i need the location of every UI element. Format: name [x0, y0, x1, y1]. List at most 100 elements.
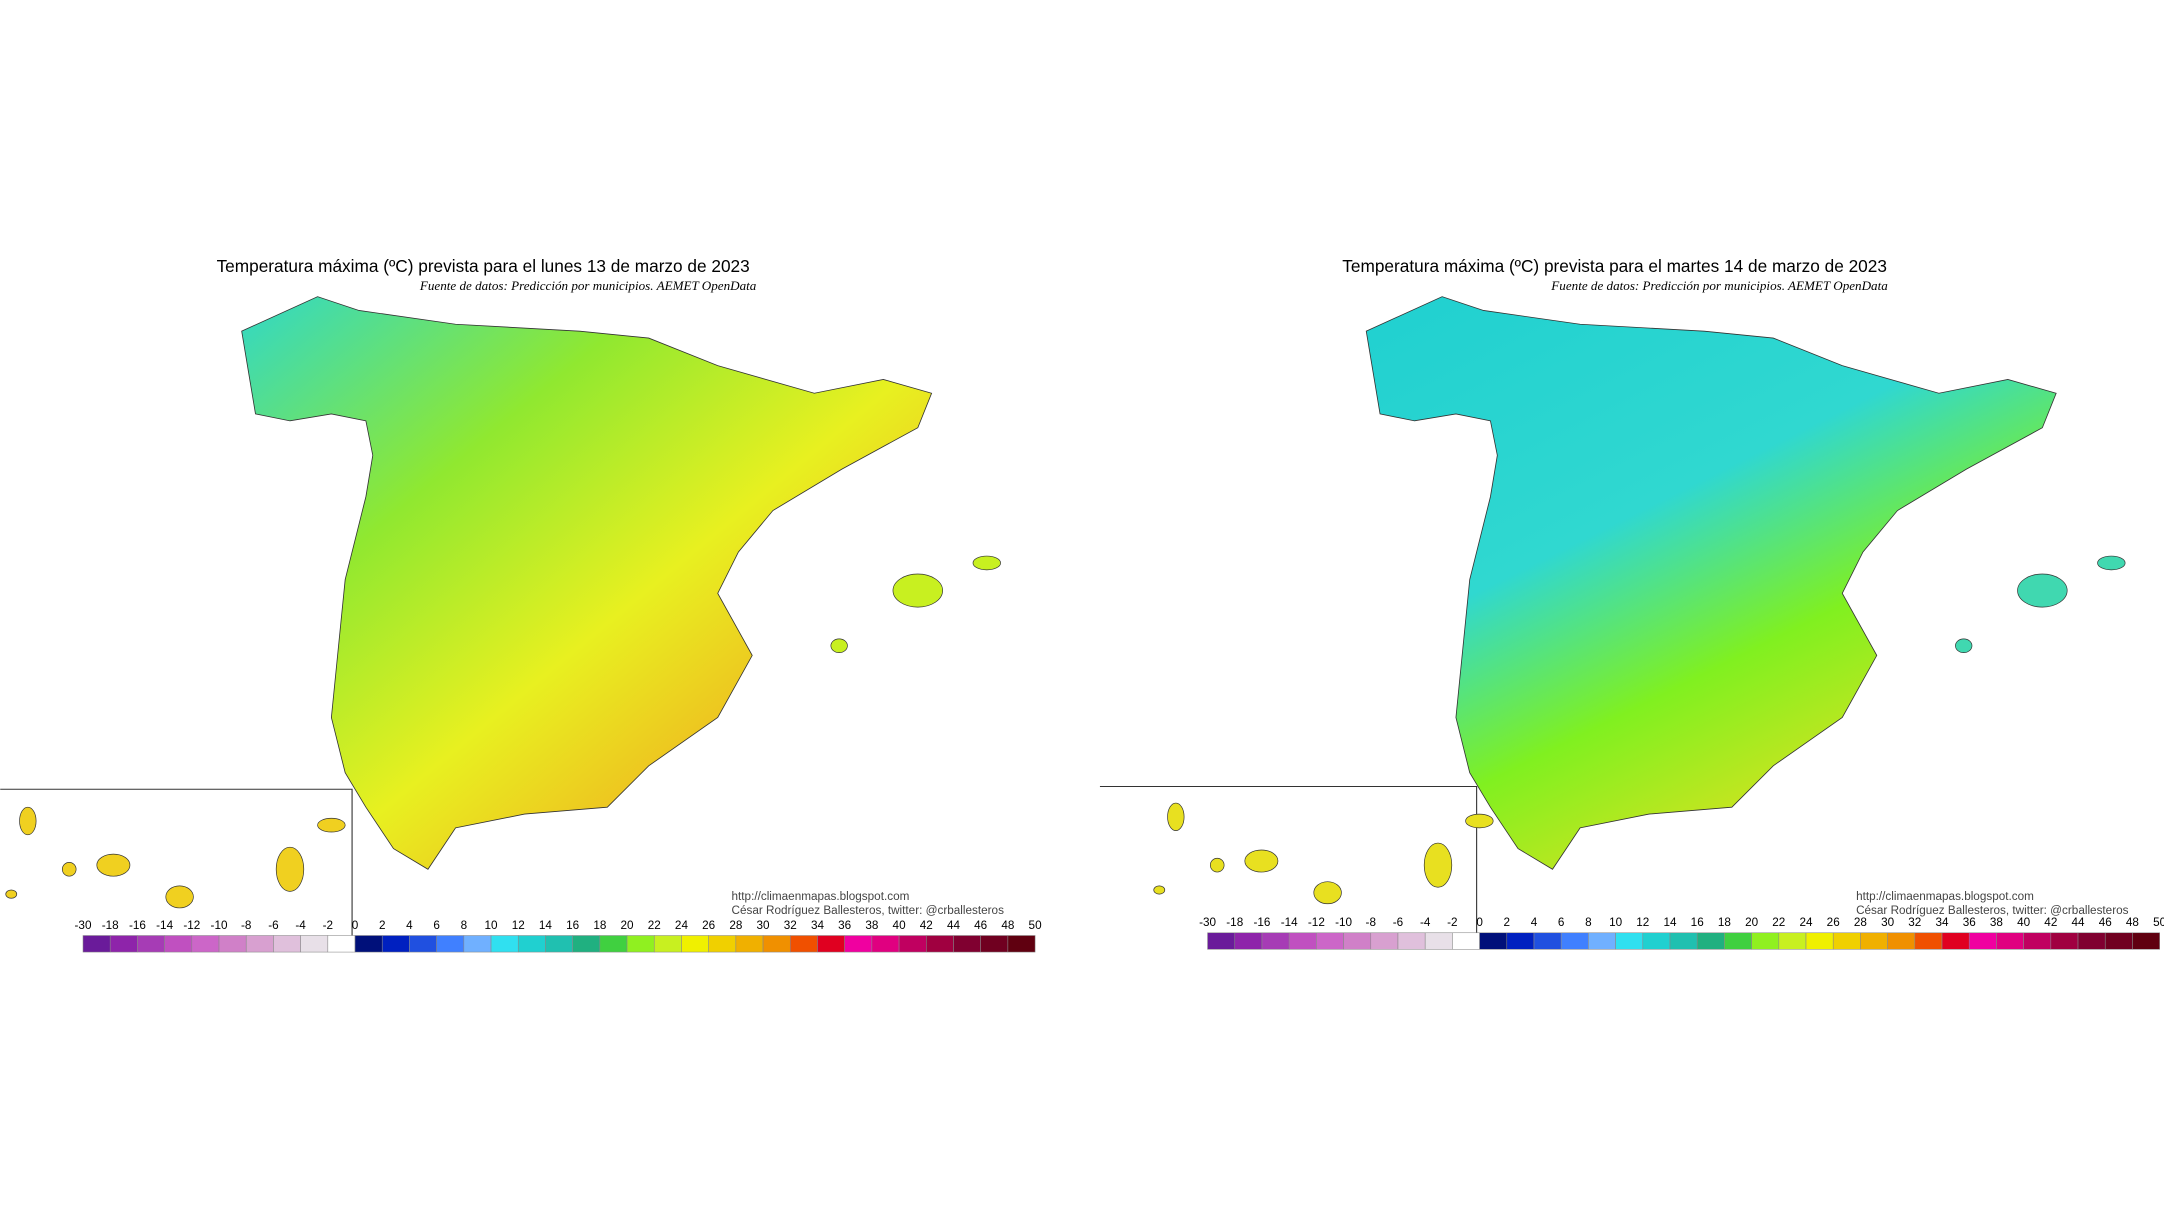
- legend-tick-label: -8: [241, 919, 252, 932]
- legend-tick-label: 24: [675, 919, 689, 932]
- legend-swatch: [245, 935, 274, 953]
- legend-tick-label: 14: [1663, 916, 1677, 929]
- legend-tick-label: 48: [1001, 919, 1015, 932]
- legend-tick-label: 40: [2017, 916, 2031, 929]
- legend-swatch: [1914, 932, 1943, 950]
- legend-swatch: [1452, 932, 1480, 950]
- canary-island: [275, 846, 305, 892]
- legend-tick-label: 12: [512, 919, 525, 932]
- balearic-island: [830, 638, 848, 653]
- legend-tick-label: 22: [648, 919, 661, 932]
- canary-island: [1153, 885, 1166, 895]
- legend-tick-label: 0: [1476, 916, 1483, 929]
- legend-tick-label: -18: [102, 919, 119, 932]
- legend-swatch: [1724, 932, 1752, 950]
- legend-tick-label: 28: [1854, 916, 1868, 929]
- balearic-island: [2097, 555, 2126, 571]
- legend-tick-label: 50: [1029, 919, 1043, 932]
- legend-tick-label: 26: [702, 919, 715, 932]
- legend-swatch: [409, 935, 437, 953]
- legend-swatch: [490, 935, 519, 953]
- map-source: Fuente de datos: Predicción por municipi…: [419, 278, 757, 293]
- legend-swatch: [1778, 932, 1807, 950]
- canary-island: [1465, 813, 1494, 829]
- canary-inset-frame: [0, 788, 353, 953]
- legend-tick-label: 6: [433, 919, 440, 932]
- legend-tick-label: 20: [1745, 916, 1759, 929]
- canary-island: [1313, 881, 1342, 905]
- legend-tick-label: 38: [865, 919, 879, 932]
- canary-inset-frame: [1099, 785, 1478, 939]
- canary-island: [1423, 842, 1453, 888]
- legend-tick-label: 40: [893, 919, 907, 932]
- legend-tick-label: 16: [1691, 916, 1704, 929]
- legend-swatch: [980, 935, 1009, 953]
- legend-tick-label: 18: [1718, 916, 1732, 929]
- legend-tick-label: 34: [811, 919, 825, 932]
- legend-swatch: [463, 935, 492, 953]
- legend-swatch: [1234, 932, 1263, 950]
- legend-tick-label: 2: [379, 919, 386, 932]
- legend-swatch: [1996, 932, 2024, 950]
- legend-swatch: [191, 935, 220, 953]
- legend-tick-label: 22: [1772, 916, 1785, 929]
- legend-swatch: [1642, 932, 1671, 950]
- legend-tick-label: 2: [1504, 916, 1511, 929]
- legend-swatch: [1506, 932, 1535, 950]
- canary-island: [96, 853, 131, 877]
- legend-swatch: [871, 935, 900, 953]
- legend-swatch: [1007, 935, 1036, 953]
- legend-swatch: [1751, 932, 1780, 950]
- legend-swatch: [817, 935, 845, 953]
- legend-swatch: [599, 935, 628, 953]
- legend-tick-label: 18: [593, 919, 607, 932]
- legend-tick-label: 48: [2126, 916, 2140, 929]
- legend-swatch: [1887, 932, 1916, 950]
- legend-swatch: [1615, 932, 1644, 950]
- legend-tick-label: -8: [1366, 916, 1377, 929]
- legend-tick-label: -6: [268, 919, 278, 932]
- legend-tick-label: 4: [406, 919, 413, 932]
- legend-tick-label: 38: [1990, 916, 2004, 929]
- legend-swatch: [708, 935, 737, 953]
- legend-tick-label: 30: [1881, 916, 1895, 929]
- legend-swatch: [1261, 932, 1290, 950]
- legend-swatch: [164, 935, 193, 953]
- legend-swatch: [681, 935, 709, 953]
- legend-swatch: [1968, 932, 1997, 950]
- legend-swatch: [2050, 932, 2079, 950]
- legend-swatch: [327, 935, 356, 953]
- canary-island: [1209, 857, 1225, 873]
- legend-tick-label: -30: [1199, 916, 1216, 929]
- legend-tick-label: 32: [784, 919, 797, 932]
- legend-tick-label: 34: [1935, 916, 1949, 929]
- legend-tick-label: 42: [2044, 916, 2057, 929]
- legend-tick-label: 8: [1585, 916, 1592, 929]
- legend-swatch: [953, 935, 981, 953]
- credit-url: http://climaenmapas.blogspot.com: [732, 890, 910, 903]
- legend-swatch: [517, 935, 546, 953]
- legend-swatch: [1316, 932, 1344, 950]
- legend-tick-label: 6: [1558, 916, 1565, 929]
- canary-island: [317, 817, 346, 833]
- legend-tick-label: 14: [539, 919, 553, 932]
- legend-tick-label: 10: [485, 919, 499, 932]
- canary-island: [1167, 802, 1185, 831]
- credit-url: http://climaenmapas.blogspot.com: [1856, 890, 2034, 903]
- legend-swatch: [1560, 932, 1589, 950]
- legend-swatch: [762, 935, 791, 953]
- legend-swatch: [82, 935, 111, 953]
- legend-swatch: [137, 935, 165, 953]
- legend-tick-label: -10: [211, 919, 228, 932]
- spain-map: [1365, 296, 2057, 870]
- legend-swatch: [1860, 932, 1888, 950]
- legend-tick-label: -12: [1308, 916, 1325, 929]
- legend-tick-label: 20: [621, 919, 635, 932]
- credit-author: César Rodríguez Ballesteros, twitter: @c…: [732, 904, 1005, 917]
- legend-tick-label: -14: [156, 919, 173, 932]
- legend-tick-label: -14: [1281, 916, 1298, 929]
- legend-swatch: [626, 935, 655, 953]
- balearic-island: [972, 555, 1001, 571]
- balearic-island: [2017, 573, 2068, 608]
